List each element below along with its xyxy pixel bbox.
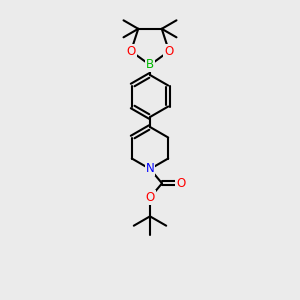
Text: O: O xyxy=(126,45,136,58)
Text: B: B xyxy=(146,58,154,71)
Text: O: O xyxy=(164,45,174,58)
Text: N: N xyxy=(146,163,154,176)
Text: O: O xyxy=(146,191,154,204)
Text: O: O xyxy=(176,177,185,190)
